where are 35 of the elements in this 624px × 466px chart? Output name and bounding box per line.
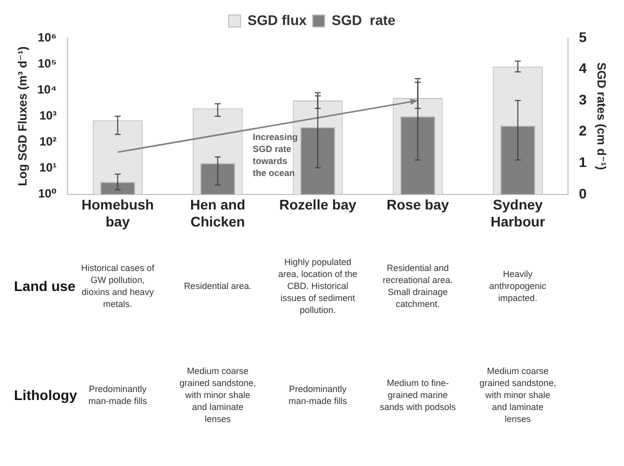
y2-tick-label: 1 (578, 154, 587, 170)
legend-label: SGD flux (248, 12, 307, 28)
x-tick-label: Hen and Chicken (190, 196, 246, 230)
text: Lithology (14, 387, 77, 403)
annotation: Increasing SGD rate towards the ocean (252, 132, 298, 178)
y-tick-label: 10⁵ (38, 56, 57, 70)
y-axis-title: Log SGD Fluxes (m³ d⁻¹) (16, 46, 30, 186)
y2-axis-title: SGD rates (cm d⁻¹) (594, 62, 608, 170)
text: Highly populated area, location of the CBD. Historical issues of sediment pollution. (278, 256, 358, 316)
text: Predominantly man-made fills (287, 383, 348, 407)
text: Medium coarse grained sandstone, with minor shale and laminate lenses (478, 365, 558, 425)
legend-label: SGD rate (332, 12, 396, 28)
y-tick-label: 10⁴ (37, 82, 57, 96)
y-tick-label: 10² (39, 134, 57, 149)
text: Medium to fine-grained marine sands with podsols (378, 377, 457, 413)
y-tick-label: 10³ (39, 108, 57, 123)
text: Heavily anthropogenic impacted. (488, 268, 548, 304)
y2-tick-label: 5 (578, 28, 587, 45)
text: Land use (14, 278, 76, 294)
y-tick-label: 10⁶ (38, 30, 57, 44)
x-tick-label: Homebush bay (82, 196, 154, 230)
text: Residential area. (182, 280, 252, 292)
x-tick-label: Rose bay (386, 196, 450, 213)
y-tick-label: 10⁰ (38, 186, 57, 201)
y2-tick-label: 0 (578, 185, 587, 202)
y2-tick-label: 4 (578, 60, 587, 76)
text: Historical cases of GW pollution, dioxins and heavy metals. (80, 262, 156, 310)
x-tick-label: Rozelle bay (279, 196, 356, 213)
text: Medium coarse grained sandstone, with minor shale and laminate lenses (178, 365, 257, 425)
text: Predominantly man-made fills (87, 383, 148, 407)
y2-tick-label: 3 (578, 91, 587, 108)
text: Residential and recreational area. Small drainage catchment. (382, 262, 454, 310)
x-tick-label: Sydney Harbour (490, 196, 546, 230)
y2-tick-label: 2 (578, 122, 587, 139)
y-tick-label: 10¹ (39, 160, 57, 175)
